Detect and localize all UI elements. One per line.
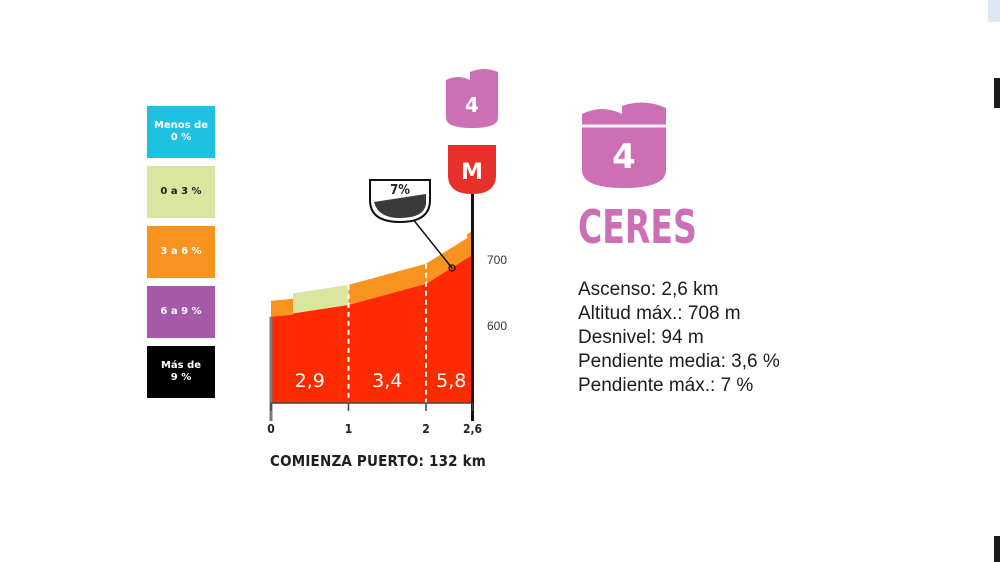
profile-layer [269,194,474,421]
window-edge-bottom [994,536,1000,562]
segment-gradient-label: 2,9 [295,370,325,392]
x-tick-label: 0 [267,422,275,436]
label-layer: 0 1 2 2,6 600 700 2,9 3,4 5,8 [267,253,507,436]
stat-max-altitude: Altitud máx.: 708 m [578,303,741,324]
category-badge-small: 4 [446,69,498,128]
segment-gradient-label: 3,4 [372,370,402,392]
legend-item: 3 a 6 % [147,226,215,278]
profile-area [271,254,473,403]
max-gradient-callout: 7% [369,179,456,272]
category-badge-large: 4 [582,102,666,188]
category-small-label: 4 [465,93,479,117]
profile-band-start [271,298,293,317]
stat-elevation-gain: Desnivel: 94 m [578,327,704,348]
profile-band-segment [293,284,349,314]
x-tick-label: 1 [345,422,353,436]
segment-gradient-label: 5,8 [436,370,466,392]
summit-marker: M [448,145,496,194]
max-gradient-label: 7% [390,183,410,198]
category-large-label: 4 [612,137,636,177]
x-tick-label: 2 [422,422,430,436]
window-edge-highlight [988,0,1000,22]
legend-item: 6 a 9 % [147,286,215,338]
climb-stats: Ascenso: 2,6 km Altitud máx.: 708 m Desn… [578,278,780,398]
legend-item: 0 a 3 % [147,166,215,218]
x-tick-label: 2,6 [463,422,482,436]
y-tick-label: 700 [487,253,507,267]
climb-start-label: COMIENZA PUERTO: 132 km [270,452,487,470]
profile-band-segment [348,263,426,305]
y-tick-label: 600 [487,319,507,333]
stat-ascent: Ascenso: 2,6 km [578,279,719,300]
legend-item: Más de 9 % [147,346,215,398]
climb-name: CERES [578,200,697,254]
stat-max-gradient: Pendiente máx.: 7 % [578,375,754,396]
summit-marker-label: M [461,160,483,185]
window-edge-top [994,78,1000,108]
profile-band-segment [426,234,473,284]
legend-item: Menos de 0 % [147,106,215,158]
stat-average-gradient: Pendiente media: 3,6 % [578,351,780,372]
